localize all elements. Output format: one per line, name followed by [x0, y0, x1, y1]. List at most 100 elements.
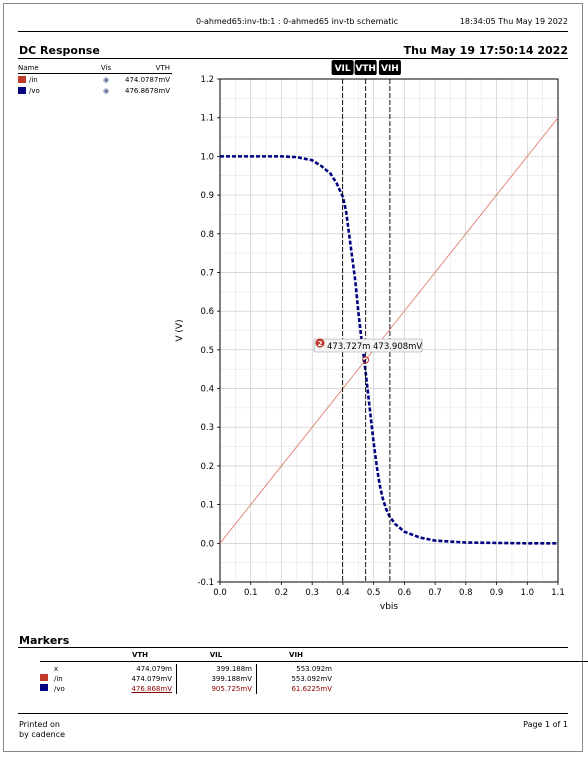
marker-tag-bg	[331, 60, 354, 75]
y-tick-label: 0.7	[200, 268, 214, 278]
marker-tag-vth[interactable]: VTH	[354, 60, 377, 75]
markers-swatch	[40, 664, 54, 674]
legend-header-vth: VTH	[155, 64, 170, 72]
footer-page: Page 1 of 1	[523, 720, 568, 729]
y-tick-label: 0.6	[200, 307, 214, 317]
grid	[219, 78, 559, 583]
x-tick-label: 0.1	[244, 588, 258, 598]
markers-vil: 399.188mV	[176, 674, 256, 684]
intersection-x-value: 473.727m	[327, 342, 370, 352]
intersection-y-value: 473.908mV	[373, 342, 422, 352]
header-timestamp: 18:34:05 Thu May 19 2022	[459, 17, 568, 26]
y-tick-label: 0.1	[200, 501, 214, 511]
header-rule	[18, 31, 568, 32]
x-tick-label: 0.9	[490, 588, 504, 598]
x-tick-label: 0.4	[336, 588, 350, 598]
x-tick-label: 1.1	[551, 588, 565, 598]
markers-vih: 553.092m	[256, 664, 336, 674]
markers-header-row: VTH VIL VIH	[40, 650, 588, 660]
x-tick-label: 0.5	[367, 588, 381, 598]
legend-name: /vo	[29, 86, 40, 95]
markers-row-x: x 474.079m 399.188m 553.092m	[40, 664, 588, 674]
legend-entry-vo[interactable]: /vo ◉ 476.8678mV	[18, 85, 172, 96]
markers-vil: 905.725mV	[176, 684, 256, 694]
markers-swatch	[40, 674, 48, 681]
legend-swatch	[18, 76, 26, 83]
marker-tag-label: VTH	[355, 64, 376, 74]
marker-lines[interactable]: VIL VTH VIH	[331, 60, 401, 582]
y-tick-label: 1.2	[200, 75, 214, 85]
x-tick-label: 0.8	[459, 588, 473, 598]
marker-tag-vil[interactable]: VIL	[331, 60, 354, 75]
legend-header-vis: Vis	[100, 64, 112, 72]
markers-vil: 399.188m	[176, 664, 256, 674]
marker-tag-label: VIL	[335, 64, 351, 74]
legend-header: Name Vis VTH	[18, 64, 172, 74]
y-tick-label: 1.1	[200, 114, 214, 124]
marker-tag-vih[interactable]: VIH	[378, 60, 401, 75]
y-tick-label: 0.8	[200, 230, 214, 240]
section-title: DC Response	[19, 44, 100, 57]
y-tick-label: -0.1	[197, 578, 214, 588]
markers-header-name	[54, 650, 104, 660]
markers-row-name: /in	[54, 675, 63, 683]
markers-row-vo: /vo 476.868mV 905.725mV 61.6225mV	[40, 684, 588, 694]
axis-ticks: 0.0 0.1 0.2 0.3 0.4 0.5 0.6 0.7 0.8 0.9 1.0 1.1 -0.1…	[197, 75, 564, 598]
y-tick-label: 0.4	[200, 385, 214, 395]
x-tick-label: 0.0	[213, 588, 227, 598]
intersection-annotation: 2 473.727m 473.908mV	[313, 338, 423, 364]
markers-table: VTH VIL VIH x 474.079m 399.188m 553.092m…	[40, 650, 588, 694]
intersection-marker-badge	[315, 338, 325, 348]
marker-tag-label: VIH	[381, 64, 399, 74]
page-frame	[3, 3, 583, 752]
markers-vih: 553.092mV	[256, 674, 336, 684]
footer-rule	[18, 713, 568, 714]
legend-vth-value: 474.0787mV	[124, 75, 170, 84]
markers-title: Markers	[19, 634, 70, 647]
markers-header-rule	[40, 661, 588, 662]
series-line-in	[219, 117, 559, 544]
markers-row-name: /vo	[54, 685, 65, 693]
legend-panel: Name Vis VTH /in ◉ 474.0787mV /vo ◉ 476.…	[18, 64, 172, 96]
markers-row-in: /in 474.079mV 399.188mV 553.092mV	[40, 674, 588, 684]
markers-vth[interactable]: 476.868mV	[131, 685, 172, 693]
legend-entry-in[interactable]: /in ◉ 474.0787mV	[18, 74, 172, 85]
markers-swatch	[40, 684, 48, 691]
section-rule	[18, 58, 568, 59]
footer-by: by cadence	[19, 730, 66, 739]
markers-header-swatch	[40, 650, 54, 660]
legend-header-name: Name	[18, 64, 39, 72]
y-axis-label: V (V)	[175, 319, 185, 341]
footer-printed-on: Printed on	[19, 720, 60, 729]
y-tick-label: 0.9	[200, 191, 214, 201]
markers-rule	[18, 647, 568, 648]
legend-vth-value: 476.8678mV	[124, 86, 170, 95]
markers-vih: 61.6225mV	[256, 684, 336, 694]
markers-row-name: x	[54, 665, 59, 673]
y-tick-label: 0.3	[200, 423, 214, 433]
x-tick-label: 0.6	[398, 588, 412, 598]
footer-printed: Printed on by cadence	[19, 720, 65, 740]
x-tick-label: 0.2	[275, 588, 289, 598]
x-tick-label: 1.0	[521, 588, 535, 598]
legend-swatch	[18, 87, 26, 94]
markers-vth: 474.079mV	[131, 675, 172, 683]
intersection-box	[313, 338, 423, 353]
x-tick-label: 0.7	[428, 588, 442, 598]
y-tick-label: 1.0	[200, 152, 214, 162]
markers-vth: 474.079m	[136, 665, 172, 673]
window-title: 0-ahmed65:inv-tb:1 : 0-ahmed65 inv-tb sc…	[196, 17, 399, 26]
markers-header-vth: VTH	[131, 651, 149, 659]
eye-icon[interactable]: ◉	[102, 75, 110, 84]
y-tick-label: 0.5	[200, 346, 214, 356]
x-axis-label: vbis	[380, 602, 399, 612]
plot-frame	[219, 78, 559, 583]
x-tick-label: 0.3	[305, 588, 319, 598]
y-tick-label: 0.0	[200, 539, 214, 549]
markers-header-vil: VIL	[209, 651, 223, 659]
section-date: Thu May 19 17:50:14 2022	[403, 44, 568, 57]
intersection-marker-number: 2	[318, 340, 323, 348]
markers-header-vih: VIH	[289, 651, 303, 659]
eye-icon[interactable]: ◉	[102, 86, 110, 95]
